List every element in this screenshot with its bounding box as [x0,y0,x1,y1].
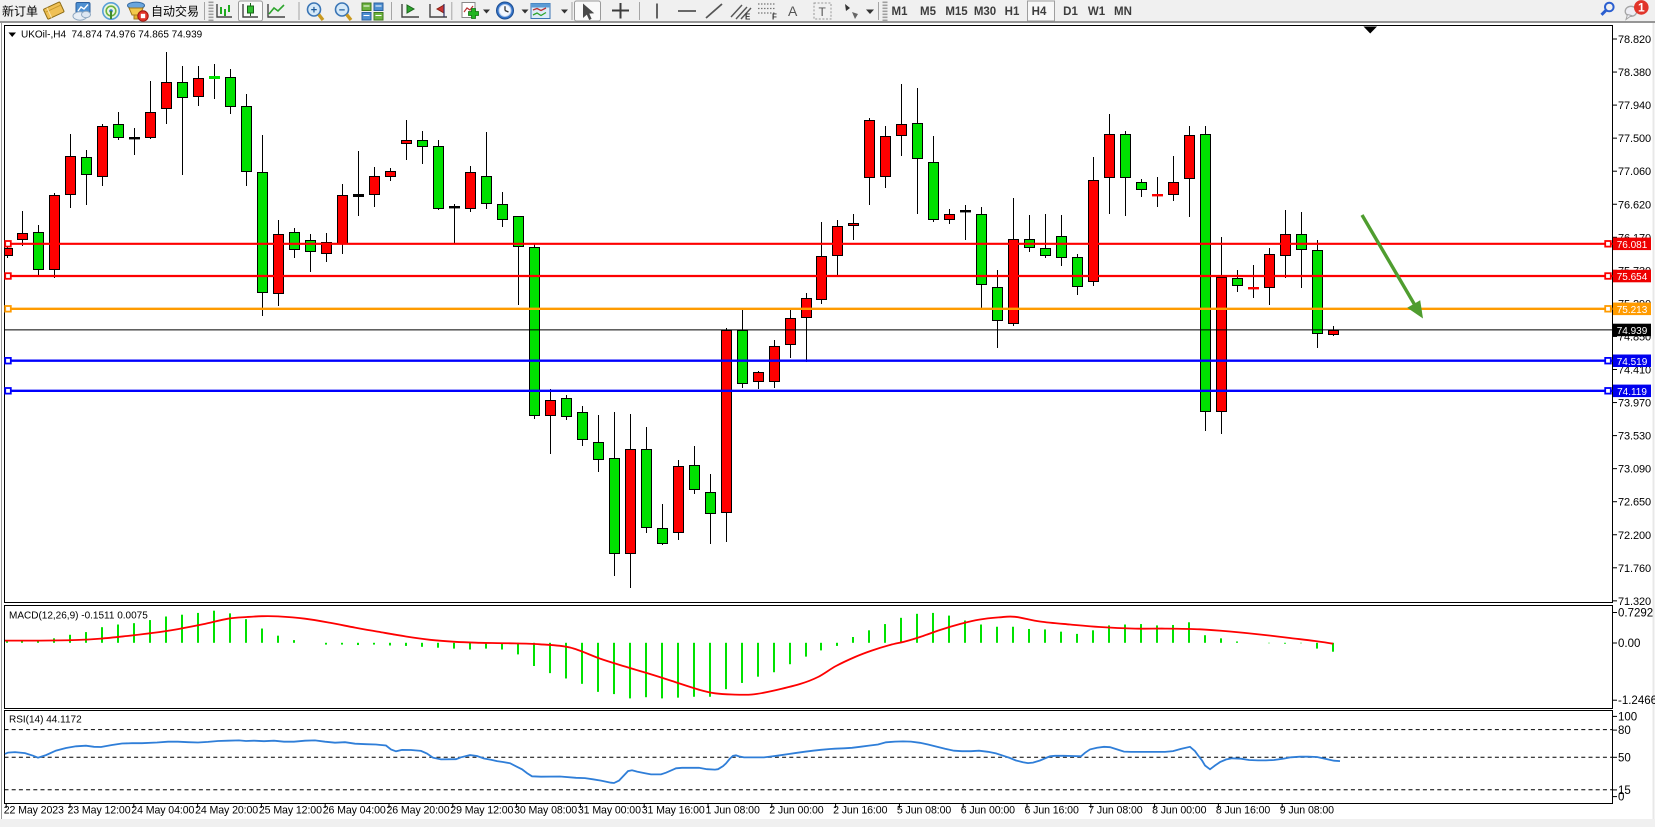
svg-text:29 May 12:00: 29 May 12:00 [450,805,513,817]
svg-text:76.081: 76.081 [1617,240,1648,251]
svg-text:78.380: 78.380 [1618,67,1651,79]
svg-text:RSI(14) 44.1172: RSI(14) 44.1172 [9,715,82,726]
svg-text:78.820: 78.820 [1618,34,1651,46]
svg-text:77.940: 77.940 [1618,100,1651,112]
svg-text:75.213: 75.213 [1617,305,1648,316]
svg-text:26 May 20:00: 26 May 20:00 [387,805,450,817]
svg-text:76.620: 76.620 [1618,199,1651,211]
svg-text:M5: M5 [920,6,937,18]
svg-text:M15: M15 [945,6,968,18]
svg-text:1 Jun 08:00: 1 Jun 08:00 [706,805,760,817]
svg-text:74.939: 74.939 [1617,326,1648,337]
svg-text:22 May 2023: 22 May 2023 [4,805,64,817]
svg-text:80: 80 [1618,725,1631,737]
svg-text:7 Jun 08:00: 7 Jun 08:00 [1088,805,1142,817]
svg-text:E: E [745,13,751,22]
svg-text:74.519: 74.519 [1617,357,1648,368]
svg-text:100: 100 [1618,711,1637,723]
svg-text:8 Jun 16:00: 8 Jun 16:00 [1216,805,1270,817]
svg-text:50: 50 [1618,752,1631,764]
svg-text:23 May 12:00: 23 May 12:00 [68,805,131,817]
svg-text:2 Jun 00:00: 2 Jun 00:00 [769,805,823,817]
svg-text:75.654: 75.654 [1617,272,1648,283]
svg-text:26 May 04:00: 26 May 04:00 [323,805,386,817]
svg-text:新订单: 新订单 [2,4,38,19]
svg-text:15: 15 [1618,785,1631,797]
svg-text:T: T [819,5,827,19]
svg-text:73.530: 73.530 [1618,431,1651,443]
svg-text:74.119: 74.119 [1617,387,1647,398]
svg-text:0: 0 [1618,792,1624,804]
svg-text:M1: M1 [892,6,909,18]
svg-text:77.500: 77.500 [1618,133,1651,145]
svg-text:2 Jun 16:00: 2 Jun 16:00 [833,805,887,817]
svg-text:31 May 16:00: 31 May 16:00 [642,805,705,817]
svg-text:8 Jun 00:00: 8 Jun 00:00 [1152,805,1206,817]
svg-text:72.200: 72.200 [1618,530,1651,542]
svg-text:71.320: 71.320 [1618,596,1651,608]
svg-text:-1.2466: -1.2466 [1618,695,1655,707]
svg-text:6 Jun 16:00: 6 Jun 16:00 [1025,805,1079,817]
svg-text:F: F [772,13,777,22]
svg-text:D1: D1 [1063,6,1078,18]
svg-text:74.410: 74.410 [1618,365,1651,377]
svg-text:MN: MN [1114,6,1132,18]
svg-text:自动交易: 自动交易 [151,4,199,19]
svg-text:UKOil-,H4 74.874 74.976 74.86: UKOil-,H4 74.874 74.976 74.865 74.939 [21,30,203,41]
svg-text:MACD(12,26,9) -0.1511 0.0075: MACD(12,26,9) -0.1511 0.0075 [9,610,148,621]
svg-text:6 Jun 00:00: 6 Jun 00:00 [961,805,1015,817]
svg-text:1: 1 [1638,1,1645,15]
svg-text:9 Jun 08:00: 9 Jun 08:00 [1280,805,1334,817]
svg-text:H1: H1 [1005,6,1020,18]
svg-text:M30: M30 [974,6,996,18]
svg-text:31 May 00:00: 31 May 00:00 [578,805,641,817]
svg-text:0.7292: 0.7292 [1618,608,1653,620]
svg-text:+: + [311,5,317,17]
svg-text:71.760: 71.760 [1618,563,1651,575]
svg-text:H4: H4 [1032,6,1047,18]
svg-text:77.060: 77.060 [1618,166,1651,178]
svg-text:24 May 04:00: 24 May 04:00 [131,805,194,817]
svg-text:0.00: 0.00 [1618,638,1640,650]
svg-text:W1: W1 [1088,6,1106,18]
svg-text:30 May 08:00: 30 May 08:00 [514,805,577,817]
svg-text:−: − [339,5,345,17]
svg-text:24 May 20:00: 24 May 20:00 [195,805,258,817]
svg-text:25 May 12:00: 25 May 12:00 [259,805,322,817]
svg-text:72.650: 72.650 [1618,497,1651,509]
svg-text:A: A [788,3,798,19]
svg-text:5 Jun 08:00: 5 Jun 08:00 [897,805,951,817]
svg-text:73.090: 73.090 [1618,464,1651,476]
svg-text:73.970: 73.970 [1618,398,1651,410]
